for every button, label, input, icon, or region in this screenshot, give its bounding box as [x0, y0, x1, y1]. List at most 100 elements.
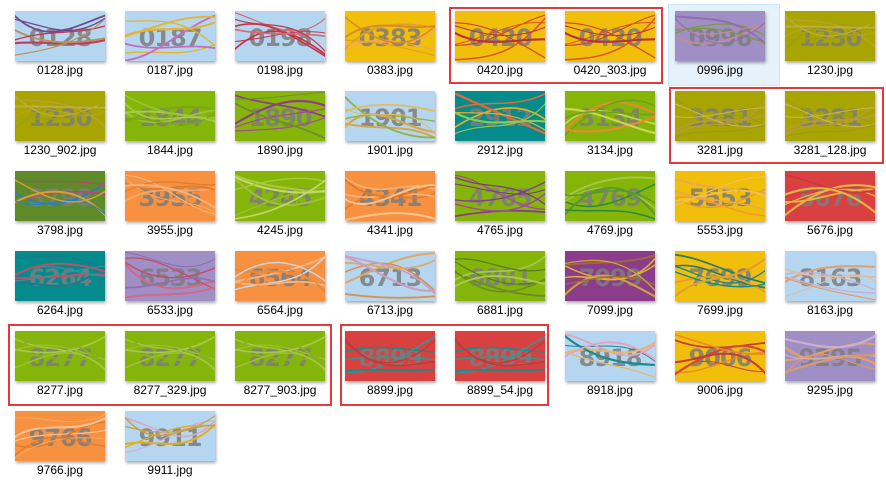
captcha-thumbnail[interactable]: 0128: [15, 11, 105, 61]
captcha-code: 0420: [469, 24, 532, 52]
file-tile[interactable]: 8163 8163.jpg: [779, 245, 886, 325]
file-tile[interactable]: 8899 8899.jpg: [339, 325, 449, 405]
file-name-label: 1844.jpg: [146, 143, 194, 157]
file-tile[interactable]: 9006 9006.jpg: [669, 325, 779, 405]
file-tile[interactable]: 8918 8918.jpg: [559, 325, 669, 405]
captcha-thumbnail[interactable]: 4341: [345, 171, 435, 221]
captcha-thumbnail[interactable]: 9766: [15, 411, 105, 461]
captcha-thumbnail[interactable]: 3281: [675, 91, 765, 141]
file-tile[interactable]: 6713 6713.jpg: [339, 245, 449, 325]
file-tile[interactable]: 1230 1230.jpg: [779, 5, 886, 85]
file-tile[interactable]: 9295 9295.jpg: [779, 325, 886, 405]
captcha-thumbnail[interactable]: 6533: [125, 251, 215, 301]
captcha-thumbnail[interactable]: 6881: [455, 251, 545, 301]
captcha-thumbnail[interactable]: 0187: [125, 11, 215, 61]
file-name-label: 3281_128.jpg: [793, 143, 867, 157]
captcha-thumbnail[interactable]: 7099: [565, 251, 655, 301]
file-tile[interactable]: 6564 6564.jpg: [229, 245, 339, 325]
captcha-thumbnail[interactable]: 3281: [785, 91, 875, 141]
file-tile[interactable]: 0383 0383.jpg: [339, 5, 449, 85]
captcha-code: 8918: [579, 344, 642, 372]
file-tile[interactable]: 3955 3955.jpg: [119, 165, 229, 245]
file-name-label: 4341.jpg: [366, 223, 414, 237]
file-tile[interactable]: 7099 7099.jpg: [559, 245, 669, 325]
file-tile[interactable]: 6881 6881.jpg: [449, 245, 559, 325]
captcha-thumbnail[interactable]: 0198: [235, 11, 325, 61]
captcha-thumbnail[interactable]: 1844: [125, 91, 215, 141]
file-tile[interactable]: 1230 1230_902.jpg: [9, 85, 119, 165]
file-name-label: 8163.jpg: [806, 303, 854, 317]
file-tile[interactable]: 4341 4341.jpg: [339, 165, 449, 245]
captcha-thumbnail[interactable]: 3134: [565, 91, 655, 141]
file-tile[interactable]: 3281 3281_128.jpg: [779, 85, 886, 165]
file-name-label: 6264.jpg: [36, 303, 84, 317]
captcha-thumbnail[interactable]: 1901: [345, 91, 435, 141]
file-tile[interactable]: 0420 0420.jpg: [449, 5, 559, 85]
captcha-thumbnail[interactable]: 4245: [235, 171, 325, 221]
captcha-thumbnail[interactable]: 6264: [15, 251, 105, 301]
file-tile[interactable]: 4765 4765.jpg: [449, 165, 559, 245]
captcha-thumbnail[interactable]: 4765: [455, 171, 545, 221]
file-tile[interactable]: 0128 0128.jpg: [9, 5, 119, 85]
file-tile[interactable]: 7699 7699.jpg: [669, 245, 779, 325]
file-tile[interactable]: 0198 0198.jpg: [229, 5, 339, 85]
file-tile[interactable]: 3134 3134.jpg: [559, 85, 669, 165]
captcha-thumbnail[interactable]: 0996: [675, 11, 765, 61]
file-tile[interactable]: 3281 3281.jpg: [669, 85, 779, 165]
file-tile[interactable]: 6264 6264.jpg: [9, 245, 119, 325]
file-name-label: 8899_54.jpg: [466, 383, 534, 397]
file-tile[interactable]: 2912 2912.jpg: [449, 85, 559, 165]
file-tile[interactable]: 3798 3798.jpg: [9, 165, 119, 245]
captcha-thumbnail[interactable]: 9006: [675, 331, 765, 381]
captcha-thumbnail[interactable]: 6564: [235, 251, 325, 301]
file-tile[interactable]: 8277 8277_329.jpg: [119, 325, 229, 405]
captcha-thumbnail[interactable]: 8277: [235, 331, 325, 381]
file-name-label: 3281.jpg: [696, 143, 744, 157]
captcha-thumbnail[interactable]: 1890: [235, 91, 325, 141]
captcha-thumbnail[interactable]: 0420: [455, 11, 545, 61]
file-tile[interactable]: 8899 8899_54.jpg: [449, 325, 559, 405]
captcha-thumbnail[interactable]: 9911: [125, 411, 215, 461]
file-name-label: 0420_303.jpg: [573, 63, 647, 77]
file-name-label: 1890.jpg: [256, 143, 304, 157]
file-tile[interactable]: 9911 9911.jpg: [119, 405, 229, 485]
file-name-label: 6533.jpg: [146, 303, 194, 317]
file-tile[interactable]: 8277 8277.jpg: [9, 325, 119, 405]
file-tile[interactable]: 5553 5553.jpg: [669, 165, 779, 245]
captcha-thumbnail[interactable]: 3798: [15, 171, 105, 221]
captcha-thumbnail[interactable]: 4769: [565, 171, 655, 221]
file-tile[interactable]: 8277 8277_903.jpg: [229, 325, 339, 405]
captcha-thumbnail[interactable]: 5553: [675, 171, 765, 221]
file-tile[interactable]: 0420 0420_303.jpg: [559, 5, 669, 85]
captcha-thumbnail[interactable]: 0420: [565, 11, 655, 61]
captcha-thumbnail[interactable]: 6713: [345, 251, 435, 301]
captcha-thumbnail[interactable]: 5676: [785, 171, 875, 221]
captcha-thumbnail[interactable]: 7699: [675, 251, 765, 301]
captcha-thumbnail[interactable]: 8277: [125, 331, 215, 381]
captcha-thumbnail[interactable]: 1230: [15, 91, 105, 141]
file-tile[interactable]: 1890 1890.jpg: [229, 85, 339, 165]
file-name-label: 4245.jpg: [256, 223, 304, 237]
captcha-thumbnail[interactable]: 3955: [125, 171, 215, 221]
file-tile[interactable]: 0996 0996.jpg: [668, 4, 780, 86]
captcha-thumbnail[interactable]: 0383: [345, 11, 435, 61]
captcha-thumbnail[interactable]: 1230: [785, 11, 875, 61]
file-tile[interactable]: 1901 1901.jpg: [339, 85, 449, 165]
file-tile[interactable]: 9766 9766.jpg: [9, 405, 119, 485]
captcha-thumbnail[interactable]: 2912: [455, 91, 545, 141]
file-tile[interactable]: 6533 6533.jpg: [119, 245, 229, 325]
captcha-thumbnail[interactable]: 8277: [15, 331, 105, 381]
file-name-label: 1901.jpg: [366, 143, 414, 157]
captcha-thumbnail[interactable]: 8899: [345, 331, 435, 381]
captcha-thumbnail[interactable]: 8163: [785, 251, 875, 301]
file-tile[interactable]: 0187 0187.jpg: [119, 5, 229, 85]
file-tile[interactable]: 4769 4769.jpg: [559, 165, 669, 245]
file-tile[interactable]: 1844 1844.jpg: [119, 85, 229, 165]
captcha-thumbnail[interactable]: 8899: [455, 331, 545, 381]
captcha-thumbnail[interactable]: 9295: [785, 331, 875, 381]
file-tile[interactable]: 4245 4245.jpg: [229, 165, 339, 245]
file-tile[interactable]: 5676 5676.jpg: [779, 165, 886, 245]
captcha-thumbnail[interactable]: 8918: [565, 331, 655, 381]
file-name-label: 4769.jpg: [586, 223, 634, 237]
